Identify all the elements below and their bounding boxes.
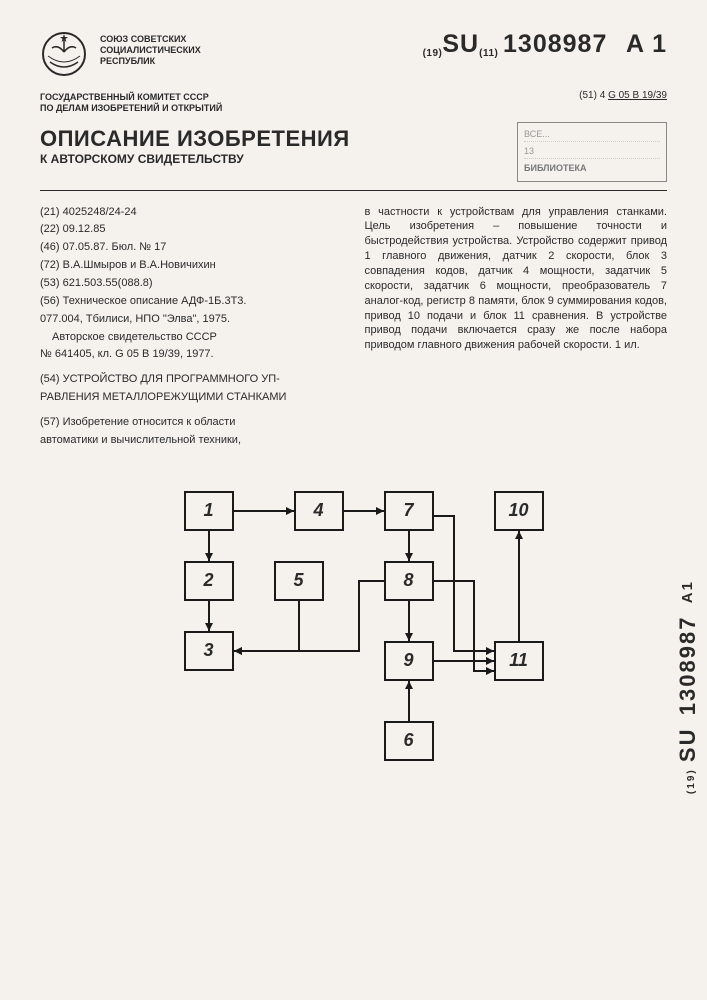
- diagram-node-3: 3: [184, 631, 234, 671]
- field-53: (53) 621.503.55(088.8): [40, 276, 343, 291]
- library-stamp: ВСЕ... 13 БИБЛИОТЕКА: [517, 122, 667, 182]
- diagram-node-8: 8: [384, 561, 434, 601]
- field-56-line4: № 641405, кл. G 05 B 19/39, 1977.: [40, 347, 343, 362]
- diagram-node-2: 2: [184, 561, 234, 601]
- union-label: СОЮЗ СОВЕТСКИХ СОЦИАЛИСТИЧЕСКИХ РЕСПУБЛИ…: [100, 30, 201, 66]
- diagram-node-6: 6: [384, 721, 434, 761]
- abstract-text: в частности к устройствам для управления…: [365, 205, 668, 353]
- diagram-node-7: 7: [384, 491, 434, 531]
- diagram-node-10: 10: [494, 491, 544, 531]
- field-56-line3: Авторское свидетельство СССР: [40, 330, 343, 345]
- field-22: (22) 09.12.85: [40, 222, 343, 237]
- patent-number: (19)SU(11) 1308987 A 1: [423, 30, 667, 59]
- diagram-node-1: 1: [184, 491, 234, 531]
- field-21: (21) 4025248/24-24: [40, 205, 343, 220]
- diagram-node-5: 5: [274, 561, 324, 601]
- left-column: (21) 4025248/24-24 (22) 09.12.85 (46) 07…: [40, 205, 343, 451]
- ipc-class: (51) 4 G 05 B 19/39: [579, 90, 667, 101]
- right-column: в частности к устройствам для управления…: [365, 205, 668, 451]
- committee-label: ГОСУДАРСТВЕННЫЙ КОМИТЕТ СССР ПО ДЕЛАМ ИЗ…: [40, 92, 667, 114]
- block-diagram: 1 47 10 25 8 3 9 11 6: [144, 481, 564, 781]
- field-56-line1: (56) Техническое описание АДФ-1Б.3Т3.: [40, 294, 343, 309]
- field-54-line2: РАВЛЕНИЯ МЕТАЛЛОРЕЖУЩИМИ СТАНКАМИ: [40, 390, 343, 405]
- field-56-line2: 077.004, Тбилиси, НПО "Элва", 1975.: [40, 312, 343, 327]
- side-patent-number: (19) SU 1308987 A1: [675, 580, 701, 794]
- doc-title: ОПИСАНИЕ ИЗОБРЕТЕНИЯ: [40, 126, 505, 152]
- field-54-line1: (54) УСТРОЙСТВО ДЛЯ ПРОГРАММНОГО УП-: [40, 372, 343, 387]
- diagram-node-9: 9: [384, 641, 434, 681]
- diagram-node-11: 11: [494, 641, 544, 681]
- ussr-emblem-icon: [40, 30, 88, 78]
- field-57-line2: автоматики и вычислительной техники,: [40, 433, 343, 448]
- field-57-line1: (57) Изобретение относится к области: [40, 415, 343, 430]
- diagram-node-4: 4: [294, 491, 344, 531]
- doc-subtitle: К АВТОРСКОМУ СВИДЕТЕЛЬСТВУ: [40, 152, 505, 166]
- section-divider: [40, 190, 667, 191]
- field-46: (46) 07.05.87. Бюл. № 17: [40, 240, 343, 255]
- field-72: (72) В.А.Шмыров и В.А.Новичихин: [40, 258, 343, 273]
